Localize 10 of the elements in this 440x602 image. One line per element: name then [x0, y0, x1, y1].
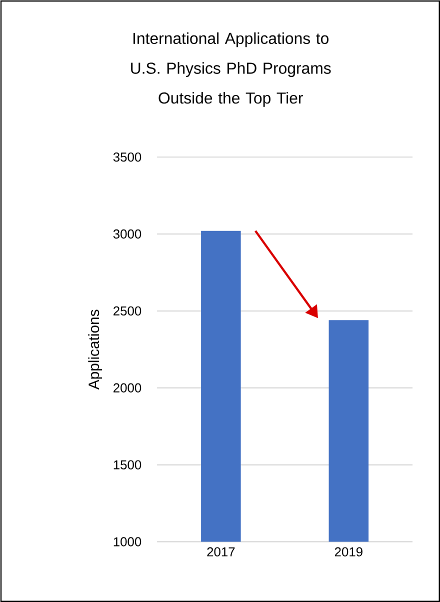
x-tick-label: 2017 [207, 547, 234, 556]
y-axis-title: Applications [88, 310, 102, 390]
chart-title: International Applications to U.S. Physics PhD Programs Outside the Top Tier [130, 32, 331, 107]
y-tick-label: 1500 [114, 460, 141, 470]
y-tick-label: 3500 [113, 152, 141, 162]
y-tick-label: 2500 [113, 306, 141, 316]
x-tick-label: 2019 [334, 547, 362, 556]
y-tick-label: 1000 [114, 537, 141, 546]
y-tick-label: 2000 [113, 383, 141, 392]
y-tick-label: 3000 [113, 229, 141, 239]
